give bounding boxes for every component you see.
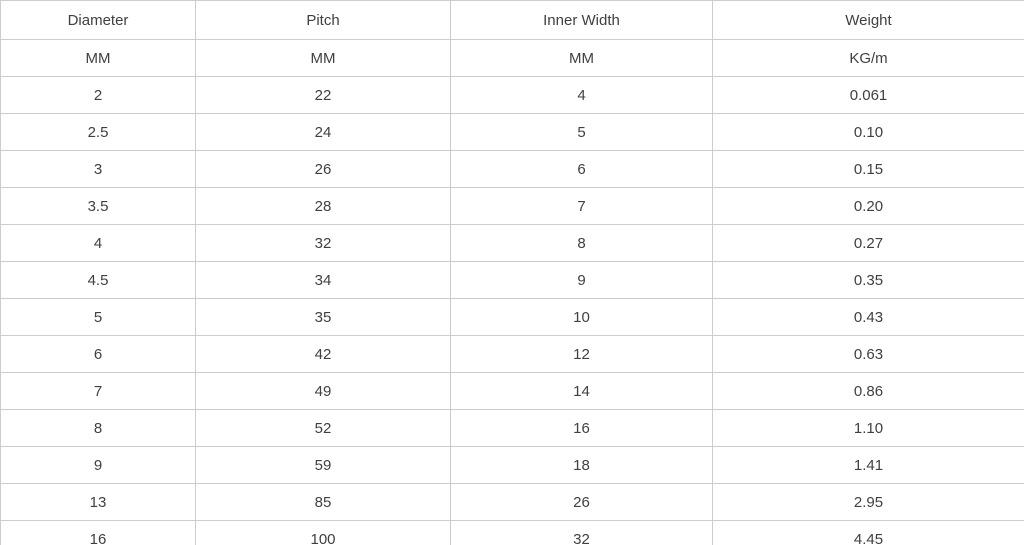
table-row: 7 49 14 0.86 <box>0 372 1024 410</box>
table-cell: 7 <box>450 187 713 225</box>
table-cell: 12 <box>450 335 713 373</box>
table-cell: 2 <box>0 76 196 114</box>
table-cell: 34 <box>195 261 451 299</box>
table-cell: 1.10 <box>712 409 1024 447</box>
column-header-pitch: Pitch <box>195 0 451 40</box>
table-cell: 0.15 <box>712 150 1024 188</box>
table-cell: 24 <box>195 113 451 151</box>
unit-weight: KG/m <box>712 39 1024 77</box>
table-cell: 2.95 <box>712 483 1024 521</box>
table-cell: 9 <box>0 446 196 484</box>
table-row: 8 52 16 1.10 <box>0 409 1024 447</box>
table-cell: 4 <box>450 76 713 114</box>
table-cell: 0.35 <box>712 261 1024 299</box>
table-cell: 18 <box>450 446 713 484</box>
table-cell: 16 <box>450 409 713 447</box>
table-row: 3.5 28 7 0.20 <box>0 187 1024 225</box>
table-cell: 59 <box>195 446 451 484</box>
table-cell: 0.20 <box>712 187 1024 225</box>
table-cell: 3 <box>0 150 196 188</box>
table-cell: 26 <box>195 150 451 188</box>
table-row: 5 35 10 0.43 <box>0 298 1024 336</box>
unit-inner-width: MM <box>450 39 713 77</box>
table-cell: 14 <box>450 372 713 410</box>
table-cell: 6 <box>450 150 713 188</box>
unit-diameter: MM <box>0 39 196 77</box>
table-row: 4.5 34 9 0.35 <box>0 261 1024 299</box>
table-cell: 3.5 <box>0 187 196 225</box>
units-row: MM MM MM KG/m <box>0 39 1024 77</box>
table-cell: 22 <box>195 76 451 114</box>
table-cell: 28 <box>195 187 451 225</box>
header-row: Diameter Pitch Inner Width Weight <box>0 0 1024 40</box>
table-cell: 26 <box>450 483 713 521</box>
table-cell: 13 <box>0 483 196 521</box>
table-cell: 2.5 <box>0 113 196 151</box>
table-cell: 9 <box>450 261 713 299</box>
table-row: 4 32 8 0.27 <box>0 224 1024 262</box>
table-cell: 5 <box>450 113 713 151</box>
table-cell: 0.27 <box>712 224 1024 262</box>
table-cell: 7 <box>0 372 196 410</box>
table-cell: 16 <box>0 520 196 545</box>
table-cell: 42 <box>195 335 451 373</box>
table-cell: 52 <box>195 409 451 447</box>
table-cell: 32 <box>195 224 451 262</box>
table-cell: 8 <box>0 409 196 447</box>
table-cell: 10 <box>450 298 713 336</box>
table-cell: 8 <box>450 224 713 262</box>
table-header: Diameter Pitch Inner Width Weight MM MM … <box>0 0 1024 77</box>
table-cell: 0.43 <box>712 298 1024 336</box>
table-row: 2 22 4 0.061 <box>0 76 1024 114</box>
table-row: 13 85 26 2.95 <box>0 483 1024 521</box>
table-body: 2 22 4 0.061 2.5 24 5 0.10 3 26 6 0.15 3.5 28 7 0.20 4 32… <box>0 76 1024 545</box>
table-cell: 49 <box>195 372 451 410</box>
table-row: 16 100 32 4.45 <box>0 520 1024 545</box>
column-header-weight: Weight <box>712 0 1024 40</box>
table-row: 6 42 12 0.63 <box>0 335 1024 373</box>
table-cell: 35 <box>195 298 451 336</box>
table-cell: 0.63 <box>712 335 1024 373</box>
table-cell: 32 <box>450 520 713 545</box>
table-cell: 100 <box>195 520 451 545</box>
table-cell: 85 <box>195 483 451 521</box>
table-cell: 6 <box>0 335 196 373</box>
column-header-diameter: Diameter <box>0 0 196 40</box>
table-row: 3 26 6 0.15 <box>0 150 1024 188</box>
table-cell: 0.86 <box>712 372 1024 410</box>
table-cell: 4 <box>0 224 196 262</box>
table-row: 9 59 18 1.41 <box>0 446 1024 484</box>
table-cell: 4.5 <box>0 261 196 299</box>
table-cell: 1.41 <box>712 446 1024 484</box>
unit-pitch: MM <box>195 39 451 77</box>
column-header-inner-width: Inner Width <box>450 0 713 40</box>
table-row: 2.5 24 5 0.10 <box>0 113 1024 151</box>
table-cell: 0.10 <box>712 113 1024 151</box>
table-cell: 5 <box>0 298 196 336</box>
table-cell: 0.061 <box>712 76 1024 114</box>
table-cell: 4.45 <box>712 520 1024 545</box>
